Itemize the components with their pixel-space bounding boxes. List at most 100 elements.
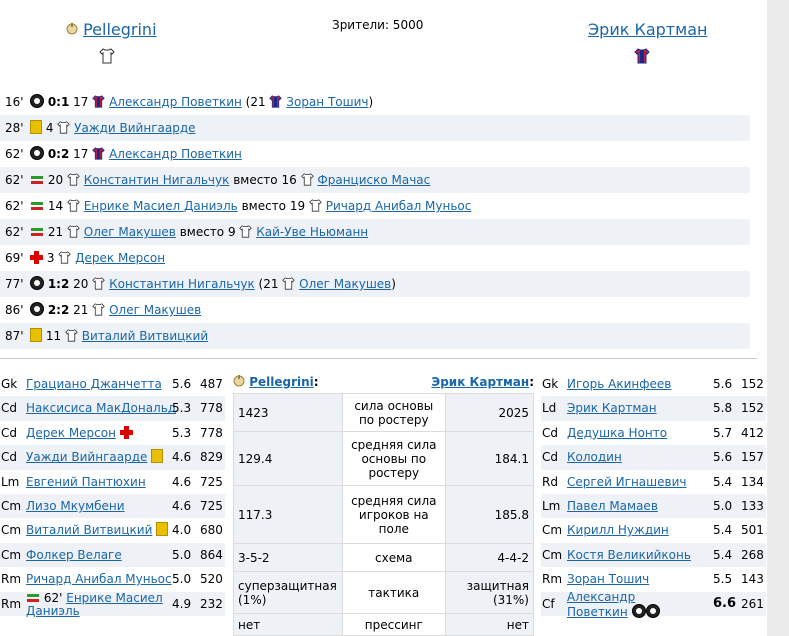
player-name: Ричард Анибал Муньос [26, 567, 172, 591]
lineup-row: Cm Виталий Витвицкий 4.0 680 [0, 518, 225, 542]
player-link[interactable]: Александр Поветкин [567, 589, 636, 619]
player-link[interactable]: Дерек Мерсон [75, 251, 166, 265]
instead-text: вместо 19 [241, 199, 306, 213]
player-link[interactable]: Дедушка Нонто [567, 425, 668, 440]
player-position: Gk [542, 377, 559, 391]
player-number: 17 [73, 95, 89, 109]
home-shirt-icon [282, 277, 296, 290]
player-position: Lm [1, 474, 20, 489]
player-link[interactable]: Кай-Уве Ньюманн [256, 225, 369, 239]
comparison-home-link[interactable]: Pellegrini [249, 375, 314, 389]
away-value: 4-4-2 [444, 543, 535, 572]
player-link[interactable]: Ричард Анибал Муньос [26, 572, 172, 587]
lineup-row: Cd Дерек Мерсон 5.3 778 [0, 421, 225, 445]
player-link[interactable]: Александр Поветкин [109, 95, 242, 109]
player-position: Cd [542, 425, 558, 440]
player-name: Фолкер Велаге [26, 543, 122, 567]
event-row: 77' 1:2 20 Константин Нигальчук (21 Олег… [0, 271, 750, 297]
event-body: 0:2 17 Александр Поветкин [30, 141, 242, 167]
player-link[interactable]: Игорь Акинфеев [567, 377, 672, 391]
player-link[interactable]: Наксисиса МакДональд [26, 401, 177, 416]
event-body: 20 Константин Нигальчук вместо 16 Франци… [30, 167, 430, 193]
player-link[interactable]: Павел Мамаев [567, 498, 658, 513]
player-link[interactable]: Олег Макушев [83, 225, 176, 239]
away-team-link[interactable]: Эрик Картман [588, 20, 708, 39]
comparison-away-link[interactable]: Эрик Картман [431, 375, 530, 389]
player-power: 232 [200, 596, 223, 611]
player-name: Сергей Игнашевич [567, 470, 686, 494]
home-shirt-icon [65, 329, 78, 342]
player-name: Уажди Вийнгаарде [26, 445, 164, 469]
event-body: 3 Дерек Мерсон [30, 245, 165, 271]
player-link[interactable]: Франциско Мачас [317, 173, 431, 187]
player-position: Lm [542, 498, 561, 513]
home-shirt-icon [92, 277, 106, 290]
player-link[interactable]: Уажди Вийнгаарде [26, 450, 148, 465]
event-row: 62' 0:2 17 Александр Поветкин [0, 141, 750, 167]
team-comparison: Pellegrini: Эрик Картман: 1423 сила основ… [233, 371, 535, 636]
player-link[interactable]: Фолкер Велаге [26, 547, 122, 562]
player-rating: 5.6 [713, 377, 733, 391]
player-link[interactable]: Эрик Картман [567, 401, 657, 416]
home-team-link[interactable]: Pellegrini [83, 20, 157, 39]
player-link[interactable]: Уажди Вийнгаарде [74, 121, 196, 135]
player-link[interactable]: Евгений Пантюхин [26, 474, 146, 489]
event-minute: 62' [5, 199, 24, 213]
player-link[interactable]: Олег Макушев [109, 303, 202, 317]
goal-ball-icon [30, 146, 44, 160]
divider [0, 358, 757, 359]
metric-label: схема [341, 543, 446, 572]
player-link[interactable]: Грациано Джанчетта [26, 377, 162, 391]
player-link[interactable]: Виталий Витвицкий [81, 329, 209, 343]
player-link[interactable]: Константин Нигальчук [109, 277, 255, 291]
comparison-header: Pellegrini: Эрик Картман: [233, 371, 534, 393]
player-power: 680 [200, 523, 223, 538]
assist-player-link[interactable]: Зоран Тошич [286, 95, 369, 109]
player-name: Евгений Пантюхин [26, 470, 146, 494]
player-link[interactable]: Ричард Анибал Муньос [325, 199, 472, 213]
home-shirt-icon [99, 48, 115, 64]
player-power: 520 [200, 572, 223, 587]
player-link[interactable]: Костя Великийконь [567, 547, 691, 562]
lineup-row: Rm Ричард Анибал Муньос 5.0 520 [0, 567, 225, 591]
player-link[interactable]: Александр Поветкин [109, 147, 242, 161]
player-name: Эрик Картман [567, 396, 657, 420]
player-power: 778 [200, 401, 223, 416]
player-link[interactable]: Енрике Масиел Даниэль [83, 199, 238, 213]
player-link[interactable]: Дерек Мерсон [26, 425, 116, 440]
goal-ball-icon [30, 302, 44, 316]
player-position: Cd [1, 401, 17, 416]
assist-player-link[interactable]: Олег Макушев [299, 277, 392, 291]
player-name: Наксисиса МакДональд [26, 396, 176, 420]
player-rating: 5.4 [713, 474, 733, 489]
event-row: 28' 4 Уажди Вийнгаарде [0, 115, 750, 141]
club-crest-icon [66, 23, 78, 35]
player-link[interactable]: Зоран Тошич [567, 572, 650, 587]
yellow-card-icon [30, 120, 42, 134]
comparison-row: 1423 сила основы по ростеру 2025 [233, 393, 535, 432]
player-power: 133 [741, 498, 764, 513]
player-power: 725 [200, 474, 223, 489]
page-scrollbar[interactable] [767, 0, 789, 636]
player-link[interactable]: Лизо Мкумбени [26, 498, 125, 513]
player-rating: 5.5 [713, 572, 733, 587]
player-link[interactable]: Кирилл Нуждин [567, 523, 669, 538]
assist-prefix: (21 [258, 277, 279, 291]
lineup-row: Rm Зоран Тошич 5.5 143 [541, 567, 766, 591]
player-link[interactable]: Виталий Витвицкий [26, 523, 153, 538]
event-minute: 87' [5, 329, 24, 343]
player-link[interactable]: Константин Нигальчук [83, 173, 230, 187]
player-link[interactable]: Колодин [567, 450, 622, 465]
player-link[interactable]: Сергей Игнашевич [567, 474, 687, 489]
player-name: Игорь Акинфеев [567, 372, 671, 396]
event-minute: 69' [5, 251, 24, 265]
event-row: 87' 11 Виталий Витвицкий [0, 323, 750, 349]
player-link[interactable]: Енрике Масиел Даниэль [26, 590, 163, 618]
home-shirt-icon [67, 173, 80, 186]
event-body: 1:2 20 Константин Нигальчук (21 Олег Мак… [30, 271, 396, 297]
player-rating: 4.6 [172, 474, 192, 489]
home-shirt-icon [57, 121, 71, 134]
metric-label: тактика [341, 571, 446, 614]
goal-ball-icon [631, 603, 646, 618]
lineup-row: Lm Павел Мамаев 5.0 133 [541, 493, 766, 519]
